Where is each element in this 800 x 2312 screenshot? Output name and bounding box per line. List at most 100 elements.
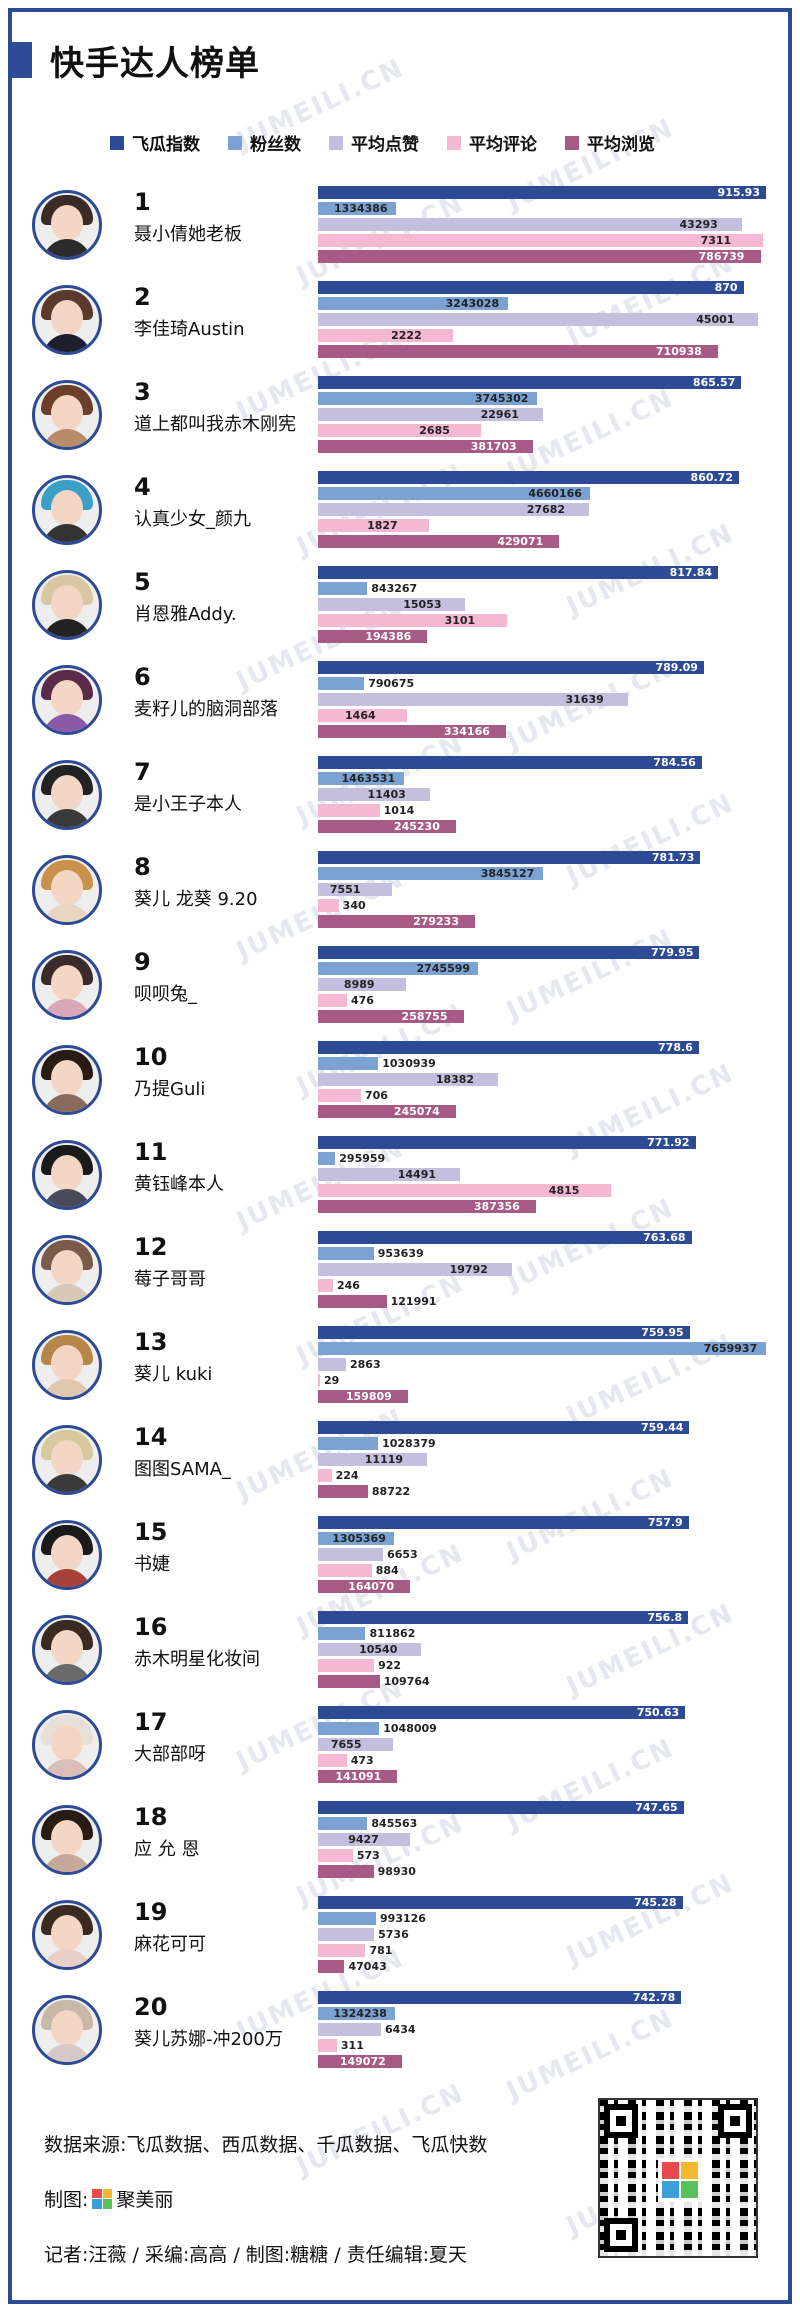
bar-comments: 706 xyxy=(318,1089,388,1102)
rank-number: 16 xyxy=(134,1613,168,1641)
bar-value-label: 3243028 xyxy=(445,297,500,310)
bar-value-label: 29 xyxy=(324,1374,340,1387)
bar-index: 745.28 xyxy=(318,1896,683,1909)
ranking-row: 15 书婕 757.9 1305369 6653 884 164070 xyxy=(0,1508,800,1603)
bar-value-label: 2745599 xyxy=(416,962,471,975)
bar-value-label: 884 xyxy=(375,1564,399,1577)
bar-index: 779.95 xyxy=(318,946,700,959)
bar-value-label: 473 xyxy=(350,1754,374,1767)
bar-fans: 1048009 xyxy=(318,1722,437,1735)
bar-value-label: 1324238 xyxy=(333,2007,387,2020)
ranking-row: 10 乃提Guli 778.6 1030939 18382 706 245074 xyxy=(0,1033,800,1128)
bar-index: 789.09 xyxy=(318,661,704,674)
legend-label: 飞瓜指数 xyxy=(132,135,200,155)
bar-value-label: 993126 xyxy=(380,1912,426,1925)
bar-views: 159809 xyxy=(318,1390,408,1403)
bar-value-label: 387356 xyxy=(473,1200,520,1213)
bar-views: 47043 xyxy=(318,1960,387,1973)
bar-value-label: 121991 xyxy=(390,1295,437,1308)
bar-comments: 1014 xyxy=(318,804,414,817)
bar-comments: 311 xyxy=(318,2039,364,2052)
bar-comments: 1827 xyxy=(318,519,430,532)
bar-comments: 4815 xyxy=(318,1184,611,1197)
bar-value-label: 953639 xyxy=(377,1247,424,1260)
avatar xyxy=(32,665,102,735)
bar-value-label: 245074 xyxy=(393,1105,440,1118)
bar-value-label: 706 xyxy=(364,1089,388,1102)
bar-value-label: 1334386 xyxy=(333,202,388,215)
rank-number: 14 xyxy=(134,1423,168,1451)
bar-likes: 14491 xyxy=(318,1168,460,1181)
qr-code-icon xyxy=(598,2098,758,2258)
creator-name: 麦籽儿的脑洞部落 xyxy=(134,699,278,720)
bar-value-label: 159809 xyxy=(345,1390,392,1403)
bar-index: 784.56 xyxy=(318,756,702,769)
bar-value-label: 781.73 xyxy=(651,851,695,864)
bar-views: 279233 xyxy=(318,915,476,928)
bar-value-label: 1014 xyxy=(383,804,415,817)
bar-fans: 1334386 xyxy=(318,202,396,215)
bar-views: 149072 xyxy=(318,2055,402,2068)
bar-views: 98930 xyxy=(318,1865,416,1878)
bar-fans: 1324238 xyxy=(318,2007,396,2020)
ranking-row: 14 图图SAMA_ 759.44 1028379 11119 224 88722 xyxy=(0,1413,800,1508)
creator-name: 道上都叫我赤木刚宪 xyxy=(134,414,296,435)
bar-value-label: 4815 xyxy=(548,1184,580,1197)
avatar xyxy=(32,1900,102,1970)
page-frame xyxy=(8,8,792,2304)
bar-value-label: 98930 xyxy=(377,1865,416,1878)
bar-value-label: 47043 xyxy=(348,1960,387,1973)
bar-value-label: 45001 xyxy=(696,313,735,326)
creator-name: 大部部呀 xyxy=(134,1744,206,1765)
bar-value-label: 6653 xyxy=(387,1548,418,1561)
title-text: 快手达人榜单 xyxy=(50,43,260,84)
avatar xyxy=(32,475,102,545)
bar-value-label: 745.28 xyxy=(634,1896,677,1909)
bar-index: 860.72 xyxy=(318,471,739,484)
rank-number: 3 xyxy=(134,378,151,406)
creator-name: 赤木明星化妆间 xyxy=(134,1649,260,1670)
creator-name: 黄钰峰本人 xyxy=(134,1174,224,1195)
maker-brand: 聚美丽 xyxy=(116,2189,174,2211)
bar-comments: 340 xyxy=(318,899,366,912)
bar-likes: 8989 xyxy=(318,978,406,991)
bar-value-label: 311 xyxy=(340,2039,364,2052)
bar-index: 870 xyxy=(318,281,744,294)
bar-value-label: 3745302 xyxy=(474,392,529,405)
maker-line: 制图: 聚美丽 xyxy=(44,2185,173,2212)
bar-comments: 473 xyxy=(318,1754,374,1767)
bar-value-label: 7551 xyxy=(329,883,361,896)
legend-label: 粉丝数 xyxy=(250,135,301,155)
bar-value-label: 22961 xyxy=(480,408,519,421)
bar-fans: 3243028 xyxy=(318,297,508,310)
bar-index: 750.63 xyxy=(318,1706,686,1719)
avatar xyxy=(32,1330,102,1400)
bar-value-label: 2685 xyxy=(419,424,450,437)
bar-comments: 781 xyxy=(318,1944,392,1957)
avatar xyxy=(32,950,102,1020)
bar-value-label: 429071 xyxy=(497,535,544,548)
rank-number: 17 xyxy=(134,1708,168,1736)
bar-value-label: 750.63 xyxy=(636,1706,680,1719)
bar-value-label: 9427 xyxy=(348,1833,379,1846)
ranking-row: 8 葵儿 龙葵 9.20 781.73 3845127 7551 340 279233 xyxy=(0,843,800,938)
bar-value-label: 7311 xyxy=(700,234,732,247)
bar-value-label: 860.72 xyxy=(690,471,733,484)
avatar xyxy=(32,1235,102,1305)
bar-value-label: 7655 xyxy=(330,1738,362,1751)
bar-value-label: 43293 xyxy=(679,218,718,231)
bar-value-label: 4660166 xyxy=(528,487,582,500)
rank-number: 4 xyxy=(134,473,151,501)
bar-comments: 922 xyxy=(318,1659,401,1672)
bar-value-label: 258755 xyxy=(401,1010,448,1023)
avatar xyxy=(32,760,102,830)
legend-swatch xyxy=(565,135,579,150)
avatar xyxy=(32,1710,102,1780)
bar-value-label: 246 xyxy=(336,1279,360,1292)
rank-number: 9 xyxy=(134,948,151,976)
legend-item: 平均评论 xyxy=(447,130,537,155)
bar-views: 245230 xyxy=(318,820,456,833)
legend-swatch xyxy=(228,135,242,150)
bar-value-label: 784.56 xyxy=(653,756,696,769)
bar-value-label: 757.9 xyxy=(647,1516,683,1529)
